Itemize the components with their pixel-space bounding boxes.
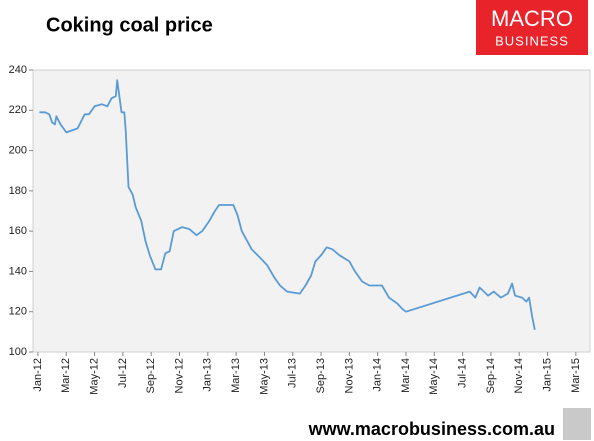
x-tick-label: Jul-12 — [117, 358, 129, 388]
y-tick-label: 200 — [9, 144, 27, 156]
y-tick-label: 240 — [9, 64, 27, 76]
x-tick-label: Mar-13 — [230, 358, 242, 393]
y-tick-label: 100 — [9, 346, 27, 358]
x-tick-label: Nov-14 — [513, 358, 525, 393]
x-tick-label: Mar-14 — [400, 358, 412, 393]
y-tick-label: 180 — [9, 185, 27, 197]
logo-box — [476, 0, 588, 55]
x-tick-label: May-12 — [88, 358, 100, 395]
y-tick-label: 140 — [9, 265, 27, 277]
x-tick-label: Jul-13 — [287, 358, 299, 388]
x-tick-label: Nov-13 — [343, 358, 355, 393]
y-tick-label: 160 — [9, 225, 27, 237]
x-tick-label: Nov-12 — [173, 358, 185, 393]
x-tick-label: Mar-15 — [570, 358, 582, 393]
x-tick-label: Jan-14 — [372, 358, 384, 392]
x-tick-label: Sep-12 — [145, 358, 157, 393]
x-tick-label: Sep-14 — [485, 358, 497, 393]
x-tick-label: Jan-13 — [202, 358, 214, 392]
price-line — [39, 79, 536, 330]
logo-text: BUSINESS — [495, 33, 569, 48]
y-tick-label: 120 — [9, 306, 27, 318]
x-tick-label: Jan-12 — [32, 358, 44, 392]
y-tick-label: 220 — [9, 104, 27, 116]
x-tick-label: May-13 — [258, 358, 270, 395]
x-tick-label: Jul-14 — [457, 358, 469, 388]
x-tick-label: Jan-15 — [541, 358, 553, 392]
x-tick-label: May-14 — [428, 358, 440, 395]
wolf-icon — [563, 408, 591, 440]
footer: www.macrobusiness.com.au — [308, 419, 555, 439]
x-tick-label: Sep-13 — [315, 358, 327, 393]
chart-title: Coking coal price — [46, 14, 213, 36]
logo-text: MACRO — [491, 6, 573, 31]
plot-area — [32, 69, 591, 353]
x-tick-label: Mar-12 — [60, 358, 72, 393]
